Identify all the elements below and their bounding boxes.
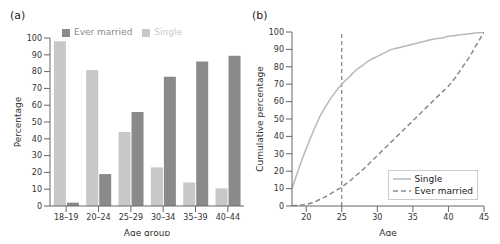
svg-text:Age group: Age group — [124, 228, 171, 236]
svg-text:30: 30 — [32, 151, 42, 160]
svg-text:100: 100 — [269, 28, 284, 37]
svg-text:18–19: 18–19 — [54, 213, 78, 222]
svg-text:80: 80 — [32, 67, 42, 76]
svg-text:Percentage: Percentage — [13, 96, 23, 147]
svg-text:30–34: 30–34 — [151, 213, 175, 222]
html-text:(b): (b) — [252, 9, 268, 22]
svg-text:10: 10 — [32, 185, 42, 194]
svg-text:90: 90 — [274, 45, 284, 54]
svg-text:70: 70 — [32, 84, 42, 93]
svg-text:40: 40 — [32, 135, 42, 144]
html-text:Single: Single — [154, 27, 182, 37]
svg-text:50: 50 — [274, 115, 284, 124]
svg-text:40: 40 — [443, 213, 453, 222]
svg-text:100: 100 — [27, 34, 42, 43]
svg-text:40: 40 — [274, 132, 284, 141]
svg-text:30: 30 — [372, 213, 382, 222]
svg-text:25: 25 — [337, 213, 347, 222]
html-text:(a): (a) — [10, 9, 26, 22]
svg-text:20: 20 — [274, 167, 284, 176]
svg-text:20: 20 — [301, 213, 311, 222]
svg-text:25–29: 25–29 — [119, 213, 143, 222]
svg-text:60: 60 — [32, 101, 42, 110]
html-text:Single: Single — [414, 174, 443, 184]
svg-text:70: 70 — [274, 80, 284, 89]
html-text:Ever married: Ever married — [414, 186, 473, 196]
svg-text:45: 45 — [479, 213, 489, 222]
svg-text:60: 60 — [274, 97, 284, 106]
svg-text:40–44: 40–44 — [216, 213, 240, 222]
svg-text:30: 30 — [274, 150, 284, 159]
svg-text:50: 50 — [32, 118, 42, 127]
svg-text:0: 0 — [279, 202, 284, 211]
svg-text:20–24: 20–24 — [86, 213, 110, 222]
svg-text:Age: Age — [379, 228, 397, 236]
svg-text:90: 90 — [32, 51, 42, 60]
svg-text:20: 20 — [32, 168, 42, 177]
svg-text:80: 80 — [274, 63, 284, 72]
svg-text:35: 35 — [408, 213, 418, 222]
svg-text:35–39: 35–39 — [183, 213, 207, 222]
svg-text:Cumulative percentage: Cumulative percentage — [255, 66, 265, 172]
html-text:Ever married: Ever married — [74, 27, 133, 37]
svg-text:0: 0 — [37, 202, 42, 211]
svg-text:10: 10 — [274, 184, 284, 193]
